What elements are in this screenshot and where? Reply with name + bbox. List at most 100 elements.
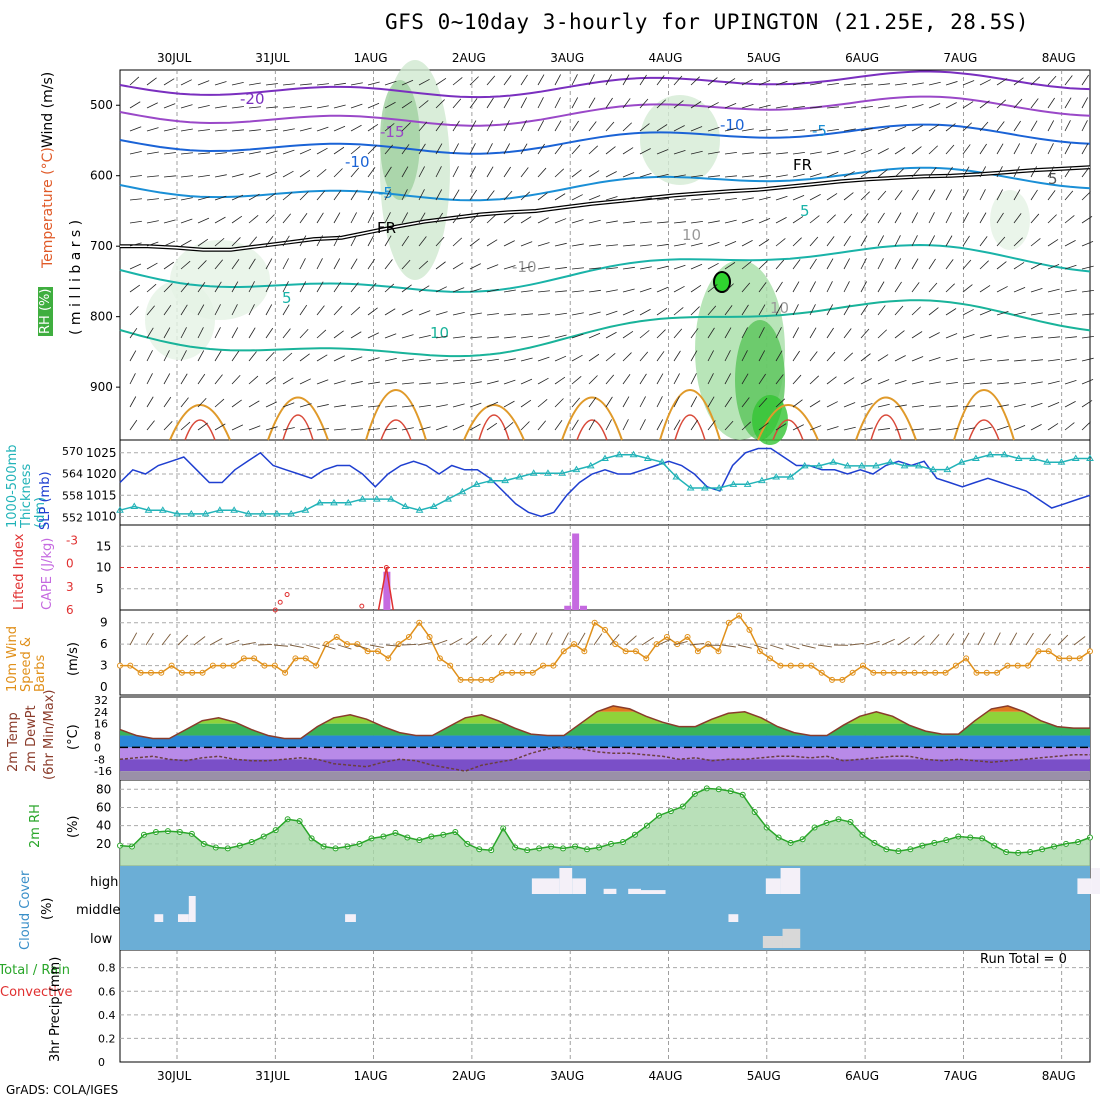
upper-wind-barb xyxy=(435,121,444,132)
upper-wind-barb xyxy=(911,380,924,385)
upper-wind-barb xyxy=(639,244,652,247)
wind-barb xyxy=(449,637,463,646)
upper-wind-barb xyxy=(707,220,720,224)
upper-wind-barb xyxy=(418,285,430,293)
upper-wind-barb xyxy=(741,103,754,109)
upper-wind-barb xyxy=(282,83,295,86)
upper-wind-barb xyxy=(214,281,222,293)
upper-wind-barb xyxy=(860,127,873,132)
upper-wind-barb xyxy=(1030,424,1042,431)
upper-air-ytick: 700 xyxy=(90,239,113,253)
upper-wind-barb xyxy=(894,147,906,155)
upper-wind-barb xyxy=(622,266,635,270)
upper-wind-barb xyxy=(894,330,905,339)
wind-barb xyxy=(753,644,768,650)
upper-wind-barb xyxy=(146,77,157,86)
upper-wind-barb xyxy=(945,102,957,109)
upper-wind-barb xyxy=(146,305,155,316)
upper-wind-barb xyxy=(503,120,510,132)
upper-wind-barb xyxy=(673,307,684,316)
temp-contour-minus20 xyxy=(119,70,1091,99)
upper-wind-barb xyxy=(384,358,397,362)
upper-wind-barb xyxy=(809,425,822,431)
upper-wind-barb xyxy=(1013,120,1021,132)
upper-wind-barb xyxy=(758,304,766,316)
temp-contour-hot xyxy=(380,419,412,441)
upper-wind-barb xyxy=(1030,189,1038,201)
upper-wind-barb xyxy=(639,287,652,293)
upper-wind-barb xyxy=(231,173,244,178)
upper-wind-barb xyxy=(724,175,737,178)
slp-ytick: 1010 xyxy=(86,510,117,524)
upper-wind-barb xyxy=(1081,400,1093,408)
wind-barb xyxy=(801,644,816,649)
upper-wind-barb xyxy=(588,332,601,339)
upper-wind-barb xyxy=(962,358,975,362)
upper-wind-barb xyxy=(1064,120,1071,132)
upper-wind-barb xyxy=(843,235,851,247)
upper-wind-barb xyxy=(996,189,1003,201)
upper-wind-barb xyxy=(554,218,567,224)
upper-wind-barb xyxy=(418,143,426,155)
upper-wind-barb xyxy=(588,121,597,132)
upper-wind-barb xyxy=(690,396,698,408)
upper-wind-barb xyxy=(367,332,379,339)
upper-wind-barb xyxy=(520,357,533,362)
upper-wind-barb xyxy=(1030,359,1043,362)
upper-wind-barb xyxy=(214,105,227,109)
upper-wind-barb xyxy=(1030,76,1041,86)
upper-wind-barb xyxy=(537,266,550,270)
upper-wind-barb xyxy=(928,167,937,178)
upper-wind-barb xyxy=(265,426,278,431)
upper-wind-barb xyxy=(129,76,140,86)
upper-wind-barb xyxy=(979,334,992,339)
upper-wind-barb xyxy=(741,304,749,316)
upper-wind-barb xyxy=(367,357,380,362)
upper-wind-barb xyxy=(639,74,647,86)
upper-wind-barb xyxy=(894,404,907,408)
wind-barb xyxy=(673,640,688,646)
upper-wind-barb xyxy=(180,304,188,316)
cloud-ylabel: Cloud Cover xyxy=(18,870,33,950)
upper-wind-barb xyxy=(282,304,290,316)
temp-contour-5 xyxy=(119,243,1091,293)
wind-barb xyxy=(737,644,752,649)
upper-wind-barb xyxy=(248,327,256,339)
upper-wind-barb xyxy=(945,235,953,247)
upper-wind-barb xyxy=(1013,287,1026,293)
upper-wind-barb xyxy=(571,120,579,132)
upper-wind-barb xyxy=(724,197,737,201)
upper-wind-barb xyxy=(1047,336,1060,339)
upper-wind-barb xyxy=(282,235,290,247)
upper-wind-barb xyxy=(809,400,821,408)
upper-wind-barb xyxy=(214,423,226,431)
upper-wind-barb xyxy=(809,215,820,224)
upper-wind-barb xyxy=(741,282,751,293)
upper-wind-barb xyxy=(248,236,257,247)
upper-wind-barb xyxy=(163,350,170,362)
temp-band xyxy=(120,711,1090,724)
upper-wind-barb xyxy=(520,335,533,339)
temp-ytick: 8 xyxy=(94,730,101,743)
upper-wind-barb xyxy=(214,350,222,362)
upper-wind-barb xyxy=(350,306,361,316)
temp-contour-hot xyxy=(968,419,1000,441)
wind-barb xyxy=(225,639,240,646)
upper-wind-barb xyxy=(639,266,652,270)
wind-barb xyxy=(321,644,336,650)
upper-wind-barb xyxy=(299,235,307,247)
upper-wind-barb xyxy=(197,398,207,408)
upper-wind-barb xyxy=(571,243,584,247)
upper-wind-barb xyxy=(724,103,737,109)
upper-wind-barb xyxy=(554,97,561,109)
slp-ytick: 1020 xyxy=(86,467,117,481)
rh-line xyxy=(119,787,1091,854)
upper-wind-barb xyxy=(299,353,310,362)
upper-wind-barb xyxy=(163,327,171,339)
upper-wind-barb xyxy=(826,214,836,224)
upper-wind-barb xyxy=(282,191,293,201)
upper-wind-barb xyxy=(146,373,153,385)
cloud-ytick: high xyxy=(90,875,118,890)
upper-wind-barb xyxy=(486,358,499,362)
upper-wind-barb xyxy=(860,170,872,178)
